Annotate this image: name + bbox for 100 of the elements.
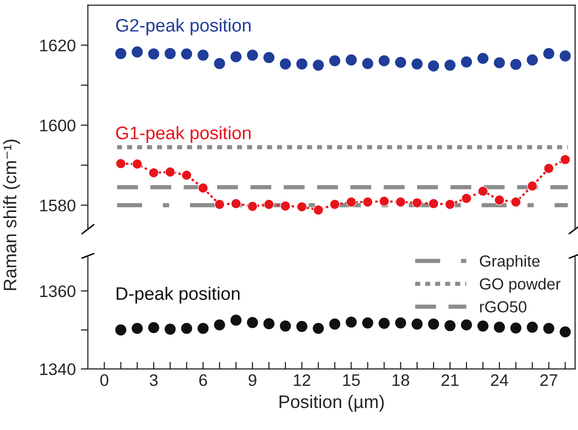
- legend-label: GO powder: [480, 278, 560, 293]
- point: [328, 54, 341, 67]
- point: [346, 196, 356, 208]
- point: [131, 322, 144, 334]
- x-tick-label: 6: [199, 374, 207, 386]
- point: [478, 186, 488, 196]
- x-tick-label: 3: [150, 374, 158, 386]
- point: [493, 56, 506, 69]
- point: [148, 322, 160, 334]
- point: [116, 158, 126, 169]
- point: [526, 54, 538, 66]
- point: [114, 47, 127, 60]
- point: [164, 47, 176, 60]
- point: [165, 166, 176, 178]
- x-tick-label: 9: [248, 374, 256, 386]
- x-tick-label: 0: [100, 374, 108, 386]
- point: [148, 48, 160, 60]
- point: [395, 196, 406, 208]
- point: [460, 56, 473, 68]
- point: [279, 58, 292, 70]
- point: [510, 196, 521, 208]
- point: [180, 322, 193, 334]
- point: [296, 202, 307, 212]
- x-tick-label: 27: [540, 374, 558, 386]
- point: [427, 60, 440, 72]
- legend-label: rGO50: [480, 301, 526, 312]
- point: [560, 154, 570, 165]
- point: [198, 182, 208, 194]
- point: [527, 180, 538, 192]
- series-label: G1-peak position: [116, 126, 251, 143]
- point: [427, 318, 440, 330]
- point: [378, 54, 390, 67]
- point: [444, 59, 456, 72]
- point: [230, 314, 242, 326]
- series-label: G2-peak position: [116, 18, 251, 36]
- point: [394, 316, 407, 330]
- y-axis-title: Raman shift (cm⁻¹): [3, 140, 20, 290]
- point: [246, 49, 259, 62]
- point: [542, 322, 555, 334]
- point: [230, 198, 242, 209]
- point: [493, 321, 506, 334]
- point: [312, 59, 324, 72]
- point: [494, 194, 505, 206]
- point: [246, 316, 259, 329]
- point: [542, 47, 555, 60]
- point: [247, 201, 258, 212]
- point: [296, 320, 308, 333]
- point: [410, 318, 424, 330]
- y-tick-label: 1340: [40, 363, 76, 376]
- point: [460, 318, 473, 331]
- point: [313, 204, 324, 216]
- point: [394, 56, 407, 68]
- point: [526, 321, 538, 334]
- point: [164, 323, 176, 336]
- point: [410, 58, 424, 70]
- point: [114, 324, 127, 336]
- point: [559, 50, 572, 62]
- point: [230, 50, 242, 63]
- point: [510, 58, 522, 70]
- point: [510, 322, 522, 334]
- series-label: D-peak position: [116, 286, 240, 304]
- y-tick-label: 1620: [40, 40, 76, 52]
- point: [428, 198, 439, 209]
- point: [362, 196, 373, 208]
- point: [379, 196, 390, 206]
- point: [328, 318, 341, 330]
- x-tick-label: 15: [343, 374, 360, 386]
- point: [196, 322, 210, 334]
- point: [444, 320, 456, 332]
- point: [444, 199, 456, 210]
- point: [214, 199, 225, 210]
- point: [262, 318, 276, 330]
- point: [279, 320, 292, 332]
- point: [213, 57, 226, 70]
- y-tick-label: 1360: [40, 285, 76, 298]
- point: [345, 316, 358, 328]
- point: [461, 193, 472, 204]
- point: [312, 322, 324, 334]
- point: [544, 163, 554, 174]
- point: [345, 54, 358, 66]
- point: [296, 58, 308, 70]
- point: [476, 320, 490, 332]
- point: [213, 318, 226, 331]
- point: [132, 158, 142, 170]
- point: [180, 48, 193, 60]
- y-tick-label: 1600: [40, 120, 76, 132]
- point: [196, 49, 210, 62]
- point: [362, 57, 374, 70]
- x-tick-label: 12: [294, 374, 310, 386]
- legend-label: Graphite: [480, 254, 540, 270]
- point: [559, 326, 572, 338]
- point: [264, 199, 274, 210]
- point: [262, 51, 276, 64]
- x-tick-label: 24: [490, 374, 508, 386]
- x-tick-label: 18: [392, 374, 410, 386]
- point: [362, 316, 374, 330]
- point: [181, 170, 192, 180]
- y-tick-label: 1580: [40, 200, 76, 212]
- point: [378, 317, 390, 330]
- point: [148, 168, 159, 178]
